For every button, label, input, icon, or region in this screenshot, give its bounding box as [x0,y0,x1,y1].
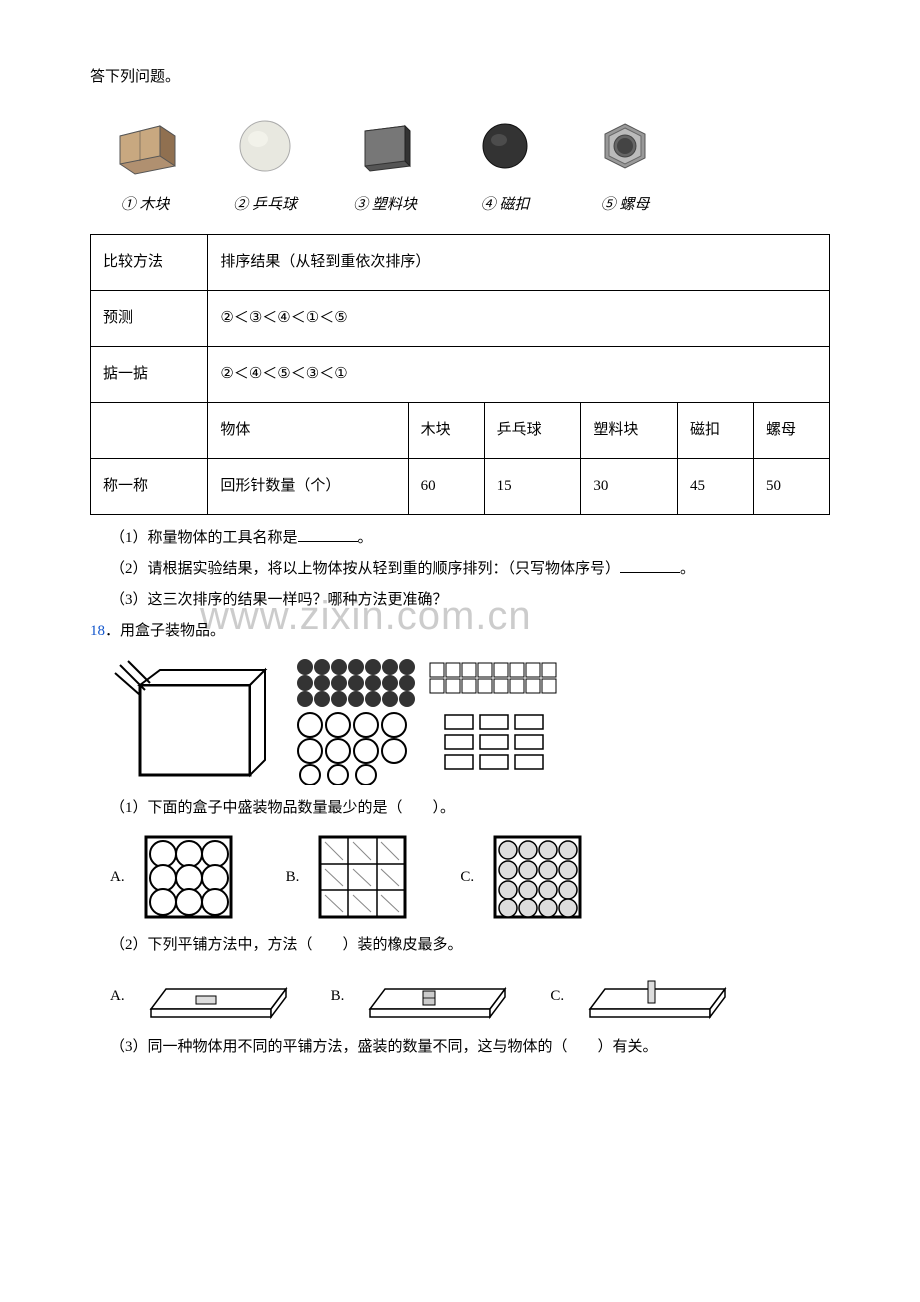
header-result: 排序结果（从轻到重依次排序） [208,235,830,291]
sub-h4: 塑料块 [581,403,678,459]
comparison-table: 比较方法 排序结果（从轻到重依次排序） 预测 ②＜③＜④＜①＜⑤ 掂一掂 ②＜④… [90,234,830,515]
q1-text: （1）称量物体的工具名称是 [110,530,298,546]
object-5-label: ⑤ 螺母 [580,192,670,219]
open-box-icon [110,655,270,785]
choice-a-label: A. [110,864,125,891]
scale-v4: 50 [753,459,829,515]
q18-2-text: （2）下列平铺方法中，方法（ ）装的橡皮最多。 [90,932,830,959]
plastic-block-icon [345,106,425,186]
q2-end: 。 [680,561,695,577]
sub-h6: 螺母 [753,403,829,459]
tray-b-icon [360,969,510,1024]
object-3-label: ③ 塑料块 [340,192,430,219]
object-1-label: ① 木块 [100,192,190,219]
sub-h5: 磁扣 [678,403,754,459]
blank-2 [620,559,680,573]
scale-v3: 45 [678,459,754,515]
scale-sub: 回形针数量（个） [208,459,408,515]
choice-b-label: B. [286,864,300,891]
wood-block-icon [105,106,185,186]
tray-c-icon [580,969,730,1024]
question-18: 18．用盒子装物品。 [90,618,830,645]
pingpong-icon [225,106,305,186]
predict-label: 预测 [91,291,208,347]
q18-1-choices: A. B. C. [110,832,830,922]
q18-2-choices: A. B. C. [110,969,830,1024]
q18-3-text: （3）同一种物体用不同的平铺方法，盛装的数量不同，这与物体的（ ）有关。 [90,1034,830,1061]
weigh-label: 掂一掂 [91,347,208,403]
scale-v0: 60 [408,459,484,515]
q18-title: ．用盒子装物品。 [105,623,225,639]
table-row: 称一称 回形针数量（个） 60 15 30 45 50 [91,459,830,515]
sub-h2: 木块 [408,403,484,459]
table-row: 物体 木块 乒乓球 塑料块 磁扣 螺母 [91,403,830,459]
table-row: 比较方法 排序结果（从轻到重依次排序） [91,235,830,291]
sub-h0 [91,403,208,459]
box-illustration-row [110,655,830,785]
question-1: （1）称量物体的工具名称是 。 [90,525,830,552]
choice-c-label: C. [460,864,474,891]
question-3: （3）这三次排序的结果一样吗？哪种方法更准确？ [90,587,830,614]
q1-end: 。 [358,530,373,546]
weigh-val: ②＜④＜⑤＜③＜① [208,347,830,403]
object-5: ⑤ 螺母 [580,106,670,219]
object-4-label: ④ 磁扣 [460,192,550,219]
table-row: 预测 ②＜③＜④＜①＜⑤ [91,291,830,347]
object-1: ① 木块 [100,106,190,219]
choice2-b-label: B. [331,983,345,1010]
object-3: ③ 塑料块 [340,106,430,219]
header-method: 比较方法 [91,235,208,291]
q2-text: （2）请根据实验结果，将以上物体按从轻到重的顺序排列：（只写物体序号） [110,561,620,577]
question-2: （2）请根据实验结果，将以上物体按从轻到重的顺序排列：（只写物体序号） 。 [90,556,830,583]
object-2-label: ② 乒乓球 [220,192,310,219]
q18-1-text: （1）下面的盒子中盛装物品数量最少的是（ ）。 [90,795,830,822]
q18-num: 18 [90,623,105,639]
scale-label: 称一称 [91,459,208,515]
sub-h3: 乒乓球 [484,403,581,459]
objects-row: ① 木块 ② 乒乓球 ③ 塑料块 ④ 磁扣 [90,106,830,219]
scale-v1: 15 [484,459,581,515]
intro-text: 答下列问题。 [90,64,830,91]
sub-h1: 物体 [208,403,408,459]
predict-val: ②＜③＜④＜①＜⑤ [208,291,830,347]
tray-a-icon [141,969,291,1024]
scale-v2: 30 [581,459,678,515]
nut-icon [585,106,665,186]
table-row: 掂一掂 ②＜④＜⑤＜③＜① [91,347,830,403]
choice2-c-label: C. [550,983,564,1010]
items-grid-icon [290,655,580,785]
box-b-icon [315,832,410,922]
object-4: ④ 磁扣 [460,106,550,219]
blank-1 [298,528,358,542]
choice2-a-label: A. [110,983,125,1010]
object-2: ② 乒乓球 [220,106,310,219]
box-a-icon [141,832,236,922]
box-c-icon [490,832,585,922]
magnet-icon [465,106,545,186]
